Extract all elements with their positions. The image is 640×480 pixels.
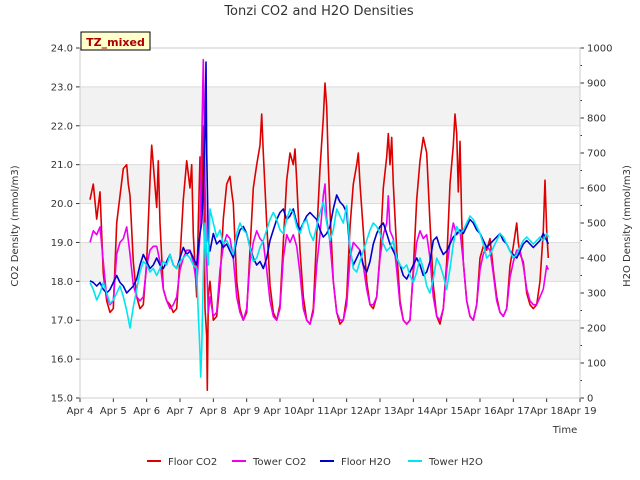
badge-text: TZ_mixed: [86, 36, 145, 49]
y-right-tick-label: 100: [587, 359, 606, 370]
series-line-tower-co2: [89, 58, 550, 325]
y-axis-left: 15.0 16.0 17.0 18.0 19.0 20.0 21.0 22.0 23.0 24.0: [51, 44, 80, 405]
x-tick-label: Apr 8: [200, 406, 227, 417]
legend-label: Floor H2O: [341, 457, 391, 468]
x-tick-label: Apr 10: [263, 406, 296, 417]
x-tick-label: Apr 17: [497, 406, 530, 417]
x-axis-label: Time: [552, 425, 577, 436]
grid-band: [80, 320, 580, 360]
y-axis-left-label: CO2 Density (mmol/m3): [10, 165, 21, 286]
badge: TZ_mixed: [80, 31, 151, 51]
y-right-tick-label: 300: [587, 289, 606, 300]
y-left-tick-label: 22.0: [51, 121, 73, 132]
y-left-tick-label: 15.0: [51, 394, 73, 405]
y-left-tick-label: 24.0: [51, 44, 73, 55]
x-tick-label: Apr 7: [167, 406, 194, 417]
x-tick-label: Apr 19: [563, 406, 596, 417]
series-line-tower-h2o: [89, 201, 550, 378]
x-tick-label: Apr 12: [330, 406, 363, 417]
legend-item-tower-co2: Tower CO2: [232, 457, 306, 468]
y-left-tick-label: 21.0: [51, 160, 73, 171]
x-tick-label: Apr 15: [430, 406, 463, 417]
legend-label: Tower H2O: [428, 457, 483, 468]
y-left-tick-label: 20.0: [51, 199, 73, 210]
y-right-tick-label: 400: [587, 254, 606, 265]
legend-label: Tower CO2: [252, 457, 306, 468]
y-right-tick-label: 600: [587, 184, 606, 195]
y-right-tick-label: 500: [587, 219, 606, 230]
x-tick-label: Apr 5: [100, 406, 127, 417]
y-left-tick-label: 19.0: [51, 238, 73, 249]
y-left-tick-label: 18.0: [51, 277, 73, 288]
legend-label: Floor CO2: [168, 457, 217, 468]
x-tick-label: Apr 18: [530, 406, 563, 417]
y-right-tick-label: 900: [587, 79, 606, 90]
y-right-tick-label: 700: [587, 149, 606, 160]
y-axis-right: 0 100 200 300 400 500 600 700 800 900 1000: [580, 44, 612, 405]
series-layer: [89, 58, 550, 391]
legend-item-floor-h2o: Floor H2O: [320, 457, 391, 468]
y-right-tick-label: 800: [587, 114, 606, 125]
y-right-tick-label: 1000: [587, 44, 612, 55]
x-tick-label: Apr 6: [133, 406, 160, 417]
y-left-tick-label: 23.0: [51, 82, 73, 93]
y-right-tick-label: 0: [587, 394, 593, 405]
y-left-tick-label: 16.0: [51, 355, 73, 366]
legend-item-tower-h2o: Tower H2O: [408, 457, 483, 468]
plot-frame: [79, 47, 581, 399]
x-tick-label: Apr 13: [363, 406, 396, 417]
y-right-tick-label: 200: [587, 324, 606, 335]
x-tick-label: Apr 11: [297, 406, 330, 417]
x-tick-label: Apr 4: [67, 406, 94, 417]
x-tick-label: Apr 9: [233, 406, 260, 417]
x-tick-label: Apr 16: [463, 406, 496, 417]
x-tick-label: Apr 14: [397, 406, 430, 417]
badge-box: [80, 31, 151, 51]
chart-title: Tonzi CO2 and H2O Densities: [223, 4, 414, 19]
y-axis-right-label: H2O Density (mmol/m3): [622, 165, 633, 287]
legend-item-floor-co2: Floor CO2: [147, 457, 217, 468]
legend: Floor CO2 Tower CO2 Floor H2O Tower H2O: [147, 457, 483, 468]
grid-band: [80, 86, 580, 126]
y-left-tick-label: 17.0: [51, 316, 73, 327]
x-axis: Apr 4 Apr 5 Apr 6 Apr 7 Apr 8 Apr 9 Apr 10 Apr …: [67, 398, 597, 417]
